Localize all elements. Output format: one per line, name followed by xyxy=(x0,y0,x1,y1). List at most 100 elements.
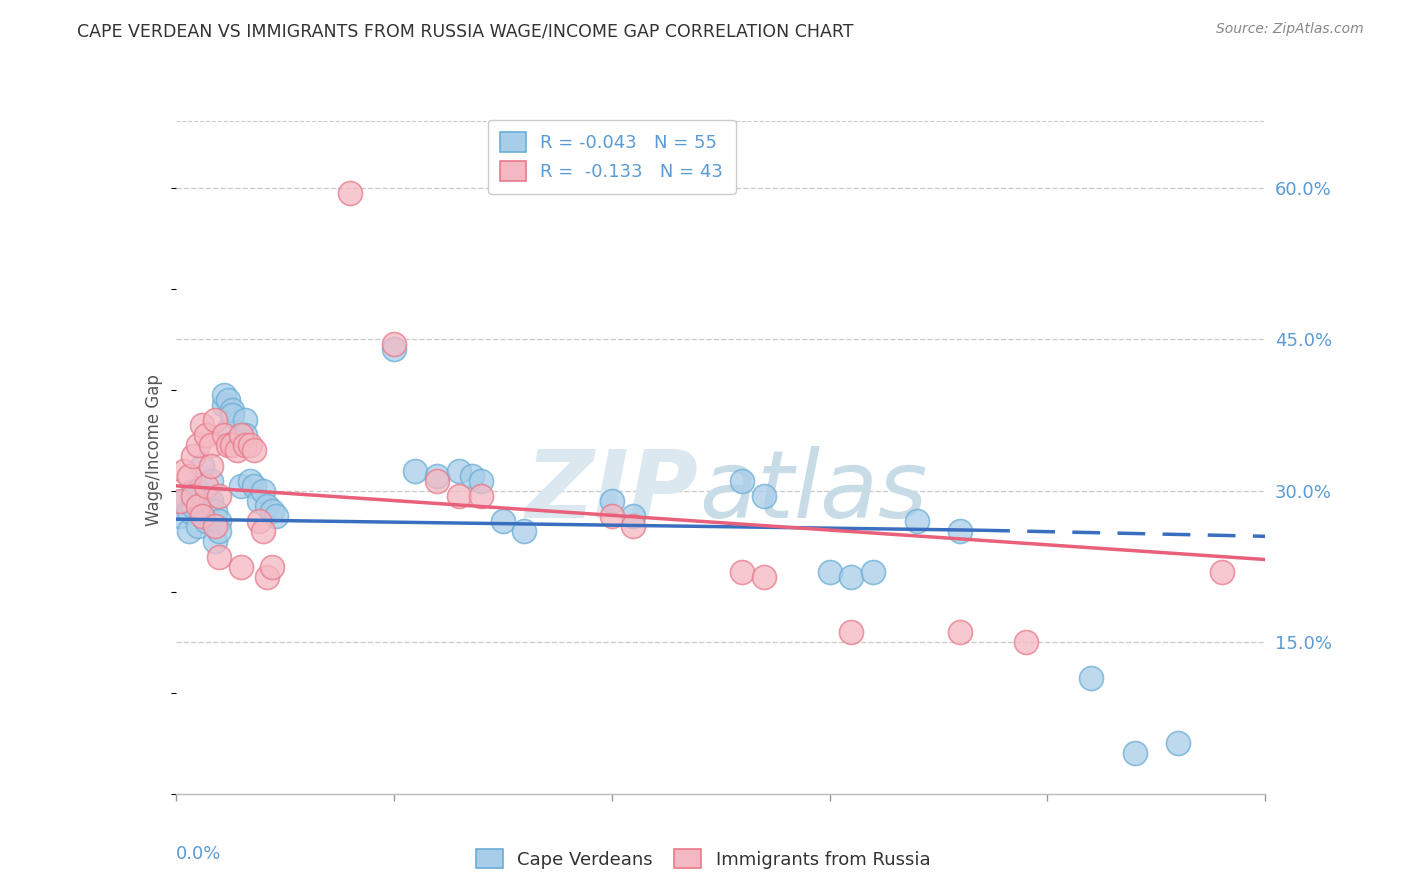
Point xyxy=(221,408,243,422)
Point xyxy=(1123,747,1146,761)
Point xyxy=(256,570,278,584)
Point xyxy=(600,494,623,508)
Point xyxy=(221,403,243,417)
Point xyxy=(200,494,222,508)
Point xyxy=(204,519,226,533)
Point xyxy=(239,474,262,488)
Point xyxy=(200,474,222,488)
Text: ZIP: ZIP xyxy=(526,446,699,538)
Point xyxy=(256,499,278,513)
Point xyxy=(235,413,257,427)
Point xyxy=(447,489,470,503)
Point xyxy=(186,499,209,513)
Legend: Cape Verdeans, Immigrants from Russia: Cape Verdeans, Immigrants from Russia xyxy=(468,841,938,876)
Y-axis label: Wage/Income Gap: Wage/Income Gap xyxy=(145,375,163,526)
Point xyxy=(191,509,214,524)
Point xyxy=(208,549,231,564)
Point xyxy=(181,489,204,503)
Point xyxy=(600,509,623,524)
Point xyxy=(754,570,776,584)
Point xyxy=(447,464,470,478)
Point xyxy=(225,443,247,458)
Point xyxy=(195,479,218,493)
Point xyxy=(252,483,274,498)
Point xyxy=(204,413,226,427)
Point xyxy=(212,388,235,402)
Point xyxy=(186,519,209,533)
Point xyxy=(212,428,235,442)
Point xyxy=(231,559,253,574)
Point xyxy=(186,438,209,452)
Point xyxy=(208,514,231,528)
Point xyxy=(260,504,283,518)
Point xyxy=(173,464,195,478)
Point xyxy=(235,438,257,452)
Point xyxy=(221,438,243,452)
Point xyxy=(382,343,405,357)
Point xyxy=(252,524,274,539)
Point xyxy=(621,509,644,524)
Point xyxy=(949,524,972,539)
Point xyxy=(195,428,218,442)
Point xyxy=(204,504,226,518)
Point xyxy=(1080,671,1102,685)
Legend: R = -0.043   N = 55, R =  -0.133   N = 43: R = -0.043 N = 55, R = -0.133 N = 43 xyxy=(488,120,735,194)
Point xyxy=(513,524,536,539)
Point xyxy=(470,474,492,488)
Point xyxy=(905,514,928,528)
Point xyxy=(177,468,200,483)
Point xyxy=(191,458,214,473)
Point xyxy=(754,489,776,503)
Point xyxy=(181,483,204,498)
Point xyxy=(231,428,253,442)
Point xyxy=(177,504,200,518)
Point xyxy=(177,524,200,539)
Point xyxy=(169,509,191,524)
Point xyxy=(949,625,972,640)
Point xyxy=(243,479,266,493)
Text: CAPE VERDEAN VS IMMIGRANTS FROM RUSSIA WAGE/INCOME GAP CORRELATION CHART: CAPE VERDEAN VS IMMIGRANTS FROM RUSSIA W… xyxy=(77,22,853,40)
Point xyxy=(405,464,427,478)
Point xyxy=(217,423,239,437)
Point xyxy=(247,514,270,528)
Point xyxy=(191,418,214,433)
Point xyxy=(1015,635,1038,649)
Text: atlas: atlas xyxy=(699,446,927,537)
Point xyxy=(621,519,644,533)
Point xyxy=(731,474,754,488)
Point xyxy=(212,398,235,412)
Point xyxy=(426,468,449,483)
Point xyxy=(461,468,484,483)
Point xyxy=(339,186,361,200)
Point xyxy=(841,570,863,584)
Point xyxy=(239,438,262,452)
Point xyxy=(200,458,222,473)
Text: 0.0%: 0.0% xyxy=(176,846,221,863)
Point xyxy=(191,504,214,518)
Point xyxy=(217,392,239,407)
Point xyxy=(1167,736,1189,750)
Point xyxy=(181,449,204,463)
Point xyxy=(195,494,218,508)
Point xyxy=(169,494,191,508)
Point xyxy=(260,559,283,574)
Point xyxy=(235,428,257,442)
Point xyxy=(818,565,841,579)
Point xyxy=(181,499,204,513)
Point xyxy=(492,514,515,528)
Point xyxy=(1211,565,1233,579)
Point xyxy=(382,337,405,351)
Point xyxy=(426,474,449,488)
Point xyxy=(195,514,218,528)
Point xyxy=(208,489,231,503)
Point xyxy=(264,509,287,524)
Point xyxy=(225,434,247,448)
Point xyxy=(731,565,754,579)
Point xyxy=(470,489,492,503)
Point xyxy=(208,524,231,539)
Point xyxy=(243,443,266,458)
Point xyxy=(231,479,253,493)
Point xyxy=(200,438,222,452)
Point xyxy=(217,438,239,452)
Point xyxy=(173,494,195,508)
